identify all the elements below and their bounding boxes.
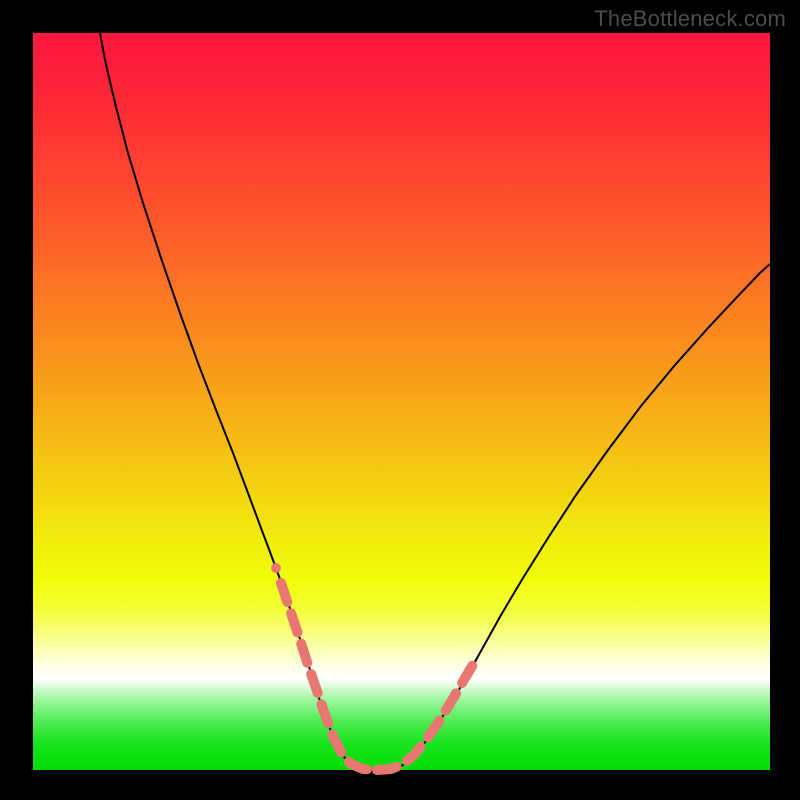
overlay-marker	[464, 666, 474, 676]
watermark-text: TheBottleneck.com	[594, 6, 786, 32]
gradient-background	[33, 33, 770, 770]
bottleneck-chart	[0, 0, 800, 800]
overlay-marker	[271, 563, 281, 573]
